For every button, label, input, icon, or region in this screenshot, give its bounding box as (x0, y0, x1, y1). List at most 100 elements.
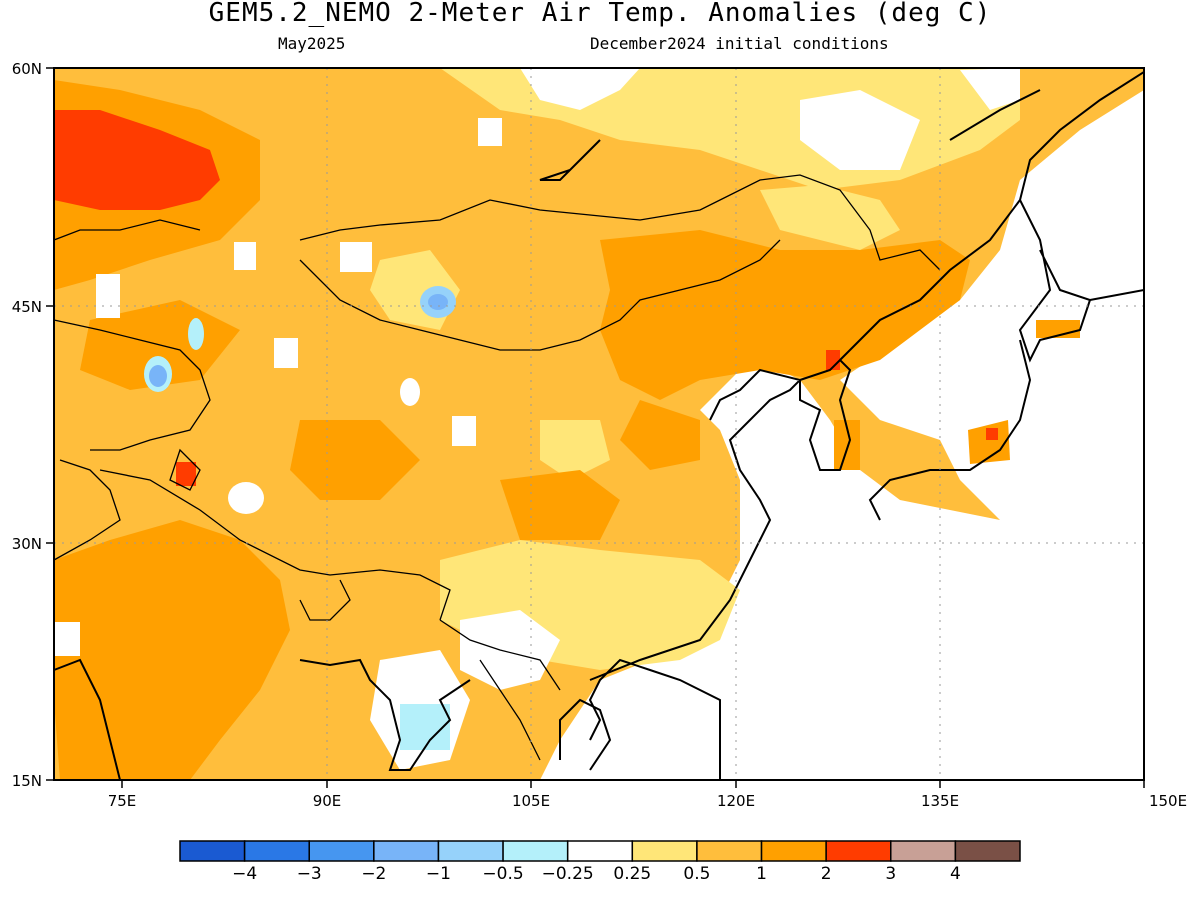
field-neg-mongolia-core (428, 294, 448, 310)
field-neutral-indochina (460, 610, 560, 690)
field-neutral-east (540, 360, 1144, 780)
field-neutral-north (520, 68, 640, 110)
field-neutral-japan (840, 90, 1144, 520)
border-mongolia-china (299, 239, 781, 351)
valid-month: May2025 (278, 34, 346, 53)
colorbar-label: −0.25 (542, 864, 594, 884)
colorbar: −4 −3 −2 −1 −0.5 −0.25 0.25 0.5 1 2 3 4 (179, 840, 1021, 884)
lat-label-60N: 60N (12, 60, 42, 78)
colorbar-swatch (631, 840, 698, 862)
border-bhutan-bd (299, 579, 351, 621)
colorbar-label: −0.5 (482, 864, 523, 884)
initial-conditions: December2024 initial conditions (590, 34, 889, 53)
colorbar-swatch (890, 840, 957, 862)
field-0p25-central (540, 420, 610, 480)
hole-qinghai (452, 416, 476, 446)
colorbar-label: −1 (426, 864, 451, 884)
coastline-indochina (559, 698, 612, 771)
colorbar-label: 2 (821, 864, 832, 884)
border-central-asia (53, 319, 211, 451)
colorbar-swatch (696, 840, 763, 862)
coastline-sakhalin (1018, 199, 1092, 363)
field-1-2-sichuan (500, 470, 620, 540)
border-kazakh-russia (53, 219, 201, 241)
colorbar-label: 0.25 (613, 864, 651, 884)
field-1-2-korea (834, 420, 860, 470)
coastline-bay-of-bengal (299, 658, 471, 771)
lon-label-105E: 105E (512, 792, 550, 810)
border-russia-mongolia (299, 174, 941, 271)
colorbar-swatch (308, 840, 375, 862)
border-pakistan (53, 459, 121, 561)
field-2-3-korea-n (826, 350, 840, 370)
axis-labels: 75E 90E 105E 120E 135E 150E 60N 45N 30N … (12, 60, 1187, 810)
field-1-2-north-china (620, 400, 700, 470)
coastline-east-china (589, 368, 802, 681)
hole-india-w (54, 622, 80, 656)
coastline-south-china (588, 658, 721, 780)
hole-balkhash (96, 274, 120, 318)
field-2-3-japan (986, 428, 998, 440)
coastline-russia-east (839, 71, 1145, 361)
hole-altai (234, 242, 256, 270)
colorbar-label: 0.5 (683, 864, 710, 884)
colorbar-swatch (243, 840, 310, 862)
colorbar-swatch (437, 840, 504, 862)
lon-label-120E: 120E (717, 792, 755, 810)
graticule (54, 68, 1144, 780)
country-borders (53, 174, 941, 761)
hole-tienshan (274, 338, 298, 368)
colorbar-swatch (179, 840, 246, 862)
lon-label-150E: 150E (1149, 792, 1187, 810)
chart-title: GEM5.2_NEMO 2-Meter Air Temp. Anomalies … (208, 0, 992, 28)
colorbar-label: −4 (232, 864, 257, 884)
coastline-korea (799, 358, 852, 471)
ticks (46, 67, 1145, 788)
hole-gobi (400, 378, 420, 406)
colorbar-swatch (954, 840, 1021, 862)
coastlines (53, 71, 1145, 781)
colorbar-label: 3 (885, 864, 896, 884)
field-neg-issykkul-core (149, 365, 167, 387)
map-border (53, 67, 1145, 781)
field-1-2-manchuria (600, 230, 970, 400)
border-kashmir (169, 448, 201, 491)
field-1-2-india (54, 520, 290, 780)
colorbar-label: 1 (756, 864, 767, 884)
colorbar-label: 4 (950, 864, 961, 884)
field-0p25-mongolia-e (760, 185, 900, 250)
coastline-india-west (53, 658, 121, 781)
border-china-laos (439, 619, 561, 691)
colorbar-label: −3 (297, 864, 322, 884)
colorbar-swatch (373, 840, 440, 862)
field-1-2-tibet (290, 420, 420, 500)
border-thai-laos (479, 659, 541, 761)
colorbar-label: −2 (361, 864, 386, 884)
lat-label-45N: 45N (12, 298, 42, 316)
colorbar-swatch (760, 840, 827, 862)
coastline-japan (868, 339, 1032, 521)
border-himalaya (99, 469, 451, 621)
lon-label-90E: 90E (313, 792, 342, 810)
lon-label-135E: 135E (921, 792, 959, 810)
field-neg-balkhash (188, 318, 204, 350)
hole-siberia (478, 118, 502, 146)
field-2-3-kunlun (176, 462, 196, 486)
colorbar-swatch (502, 840, 569, 862)
colorbar-swatch (825, 840, 892, 862)
field-neutral-ne (960, 68, 1020, 110)
lat-label-30N: 30N (12, 535, 42, 553)
field-2-3-west-siberia (54, 110, 220, 210)
lake-baikal (539, 139, 601, 181)
hole-tibet (228, 482, 264, 514)
coastline-okhotsk (949, 89, 1041, 141)
field-neutral-north2 (800, 90, 920, 170)
colorbar-swatch (566, 840, 634, 862)
field-1-2-honshu (968, 420, 1010, 464)
lon-label-75E: 75E (108, 792, 137, 810)
lat-label-15N: 15N (12, 772, 42, 790)
hole-mongolia-lake (340, 242, 372, 272)
anomaly-fields (54, 68, 1144, 780)
coastline-kuril (1089, 289, 1145, 301)
